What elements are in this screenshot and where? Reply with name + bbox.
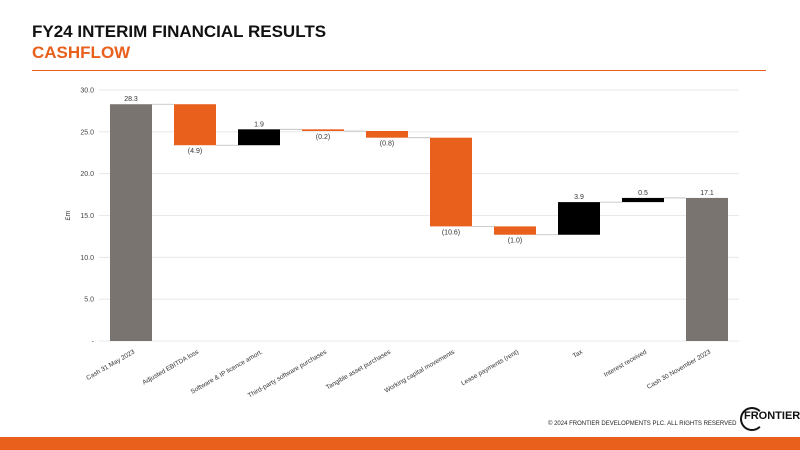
divider <box>32 70 766 71</box>
x-tick-label: Interest received <box>603 348 648 378</box>
y-tick-label: 20.0 <box>80 171 94 178</box>
chart: - 5.0 10.0 15.0 20.0 25.0 30.0 £m 28.3 Cash 31 Ma… <box>65 88 739 400</box>
y-tick-label: 10.0 <box>80 255 94 262</box>
value-label: 0.5 <box>638 190 648 197</box>
bar <box>558 202 600 235</box>
bar <box>430 137 472 227</box>
y-tick-label: 5.0 <box>84 297 94 304</box>
value-label: (0.8) <box>380 141 394 148</box>
y-tick-label: 30.0 <box>80 88 94 95</box>
bar <box>110 104 152 342</box>
bar <box>174 104 216 146</box>
value-label: 1.9 <box>254 121 264 128</box>
x-tick-label: Cash 31 May 2023 <box>85 348 136 382</box>
x-tick-label: Software & IP licence amort. <box>190 349 265 396</box>
value-label: (4.9) <box>188 148 202 155</box>
y-tick-label: - <box>92 339 95 346</box>
x-tick-label: Working capital movements <box>383 348 456 394</box>
y-tick-label: 15.0 <box>80 213 94 220</box>
footer-bar <box>0 437 800 450</box>
slide-title: FY24 INTERIM FINANCIAL RESULTS <box>32 22 327 41</box>
logo: FRONTIER <box>744 410 800 422</box>
value-label: 17.1 <box>700 190 714 197</box>
value-label: (0.2) <box>316 134 330 141</box>
bar <box>622 197 664 203</box>
x-tick-label: Lease payments (rent) <box>460 349 520 388</box>
y-tick-label: 25.0 <box>80 129 94 136</box>
slide-subtitle: CASHFLOW <box>32 43 131 62</box>
logo-mark <box>740 407 764 431</box>
bar <box>302 129 344 131</box>
value-label: (10.6) <box>442 229 460 236</box>
y-axis-label: £m <box>65 210 72 220</box>
bar <box>494 226 536 235</box>
bar <box>686 197 728 341</box>
x-tick-label: Tangible asset purchases <box>325 348 393 391</box>
bar <box>238 129 280 146</box>
x-tick-label: Adjusted EBITDA loss <box>141 348 200 386</box>
copyright: © 2024 FRONTIER DEVELOPMENTS PLC. ALL RI… <box>548 421 737 427</box>
bar <box>366 130 408 138</box>
value-label: 28.3 <box>124 96 138 103</box>
x-tick-label: Tax <box>572 348 585 359</box>
value-label: (1.0) <box>508 238 522 245</box>
x-tick-label: Cash 30 November 2023 <box>646 348 712 390</box>
value-label: 3.9 <box>574 194 584 201</box>
